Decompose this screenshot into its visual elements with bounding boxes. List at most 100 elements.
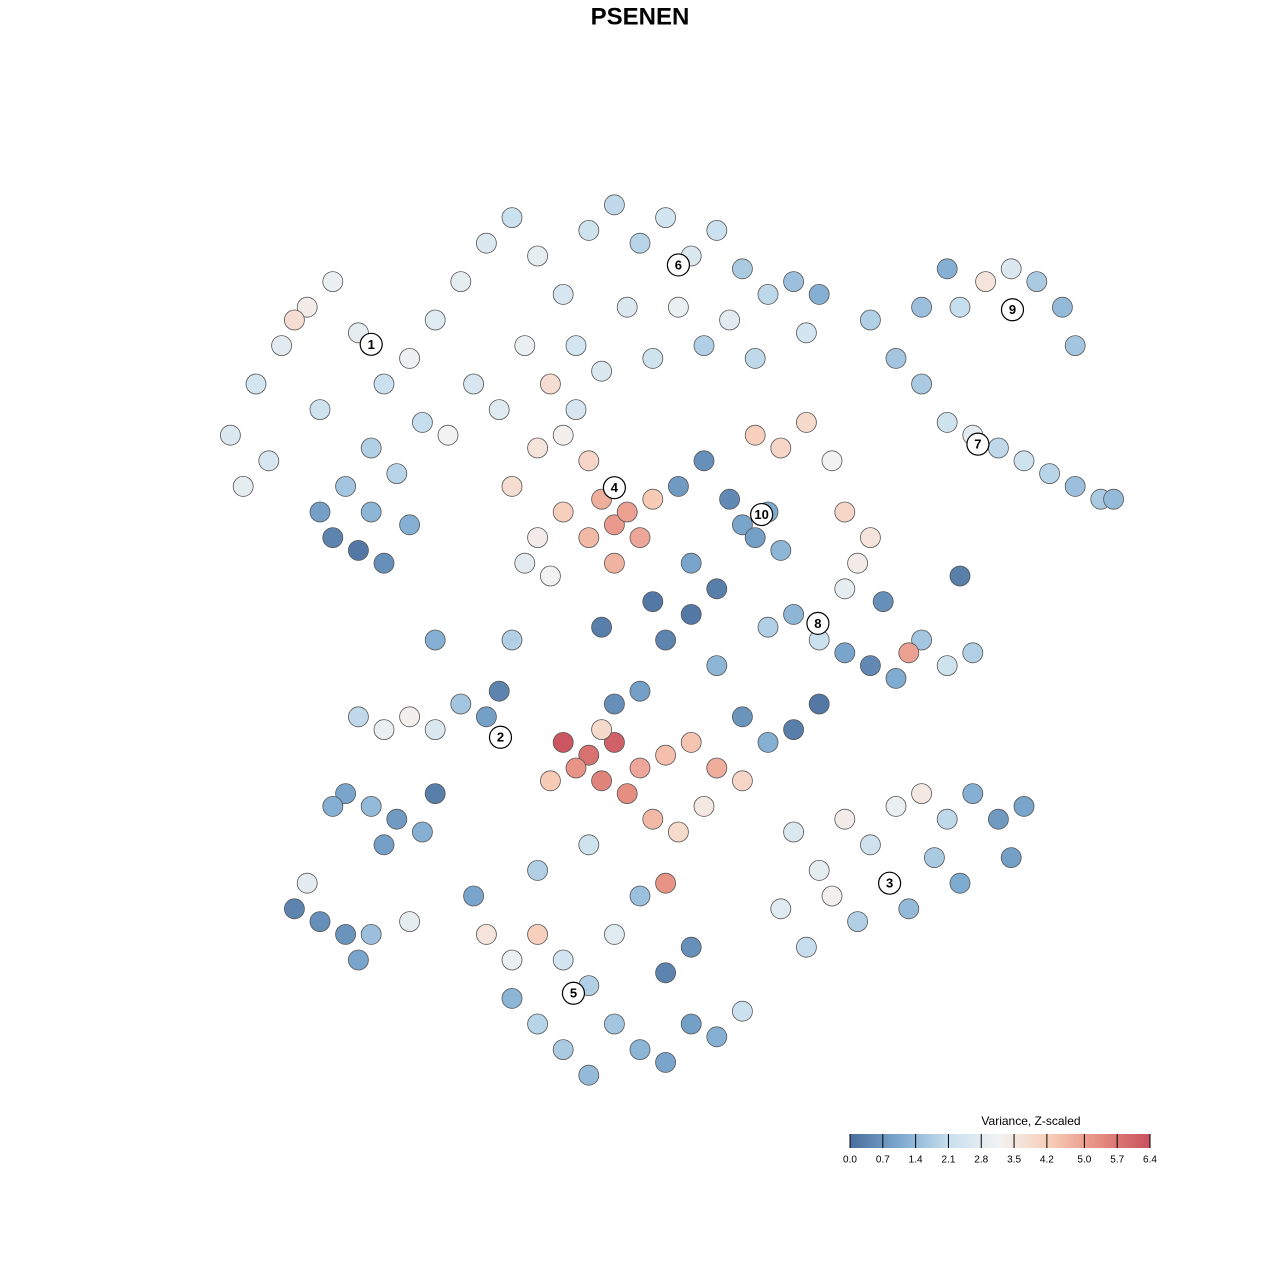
point [616,783,638,804]
colorbar [850,1134,1150,1148]
point [475,924,497,945]
point [552,283,574,305]
point [770,898,792,920]
cluster-marker [966,432,990,456]
point [629,1039,651,1060]
point [1013,450,1035,472]
point [578,527,600,548]
point [1000,258,1022,280]
point [411,411,433,433]
point [245,373,267,395]
point [578,1064,600,1086]
point [706,1026,728,1048]
point [732,258,753,280]
point [552,1039,574,1060]
point [732,770,753,792]
cluster-label: 1 [368,337,375,352]
point [540,373,561,395]
point [591,360,612,382]
point [988,808,1009,830]
point [463,373,485,395]
point [783,719,804,740]
point [1064,335,1086,357]
point [655,962,676,984]
point [335,475,357,497]
point [591,616,612,638]
colorbar-tick-label: 2.8 [974,1155,988,1166]
point [821,450,843,472]
point [488,399,510,421]
point [655,872,676,894]
point [668,475,689,497]
point [347,949,369,971]
point [936,411,958,433]
point [501,207,523,229]
point [847,552,868,574]
cluster-marker [877,871,902,895]
cluster-marker [488,725,513,749]
point [360,501,382,523]
point [744,347,766,369]
point [796,322,817,344]
point [501,629,523,651]
point [565,399,587,421]
point [834,642,856,664]
point [808,283,830,305]
point [872,591,894,612]
point [911,373,932,395]
point [975,271,996,293]
colorbar-tick-label: 5.0 [1077,1155,1091,1166]
point [1013,796,1035,817]
point [501,475,523,497]
point [629,680,651,702]
point [732,706,753,728]
point [757,283,779,305]
point [655,207,676,229]
point [783,821,804,843]
point [962,783,984,804]
point [591,770,612,792]
point [578,834,600,856]
point [706,219,728,241]
point [821,885,843,907]
point [808,860,830,881]
point [706,655,728,676]
point [744,424,766,446]
point [399,514,421,536]
point [783,271,804,293]
point [732,1000,753,1022]
point [335,783,357,804]
colorbar-tick-label: 5.7 [1110,1155,1124,1166]
point [1064,475,1086,497]
cluster-label: 6 [675,257,682,272]
point [373,552,395,574]
point [629,757,651,779]
point [475,706,497,728]
point [411,821,433,843]
point [693,450,715,472]
point [655,1052,676,1073]
point [578,744,600,766]
point [1000,847,1022,868]
cluster-label: 4 [611,480,619,495]
point [463,885,485,907]
point [296,296,318,318]
point [347,540,369,561]
point [911,296,932,318]
cluster-marker [359,332,383,356]
point [309,399,331,421]
point [616,296,638,318]
point [450,271,472,293]
colorbar-tick-label: 3.5 [1007,1155,1021,1166]
point [347,706,369,728]
point [527,924,548,945]
point [424,719,446,740]
point [604,552,625,574]
point [424,629,446,651]
point [373,834,395,856]
point [796,411,817,433]
point [604,514,625,536]
point [360,796,382,817]
colorbar-tick-label: 4.2 [1040,1155,1054,1166]
